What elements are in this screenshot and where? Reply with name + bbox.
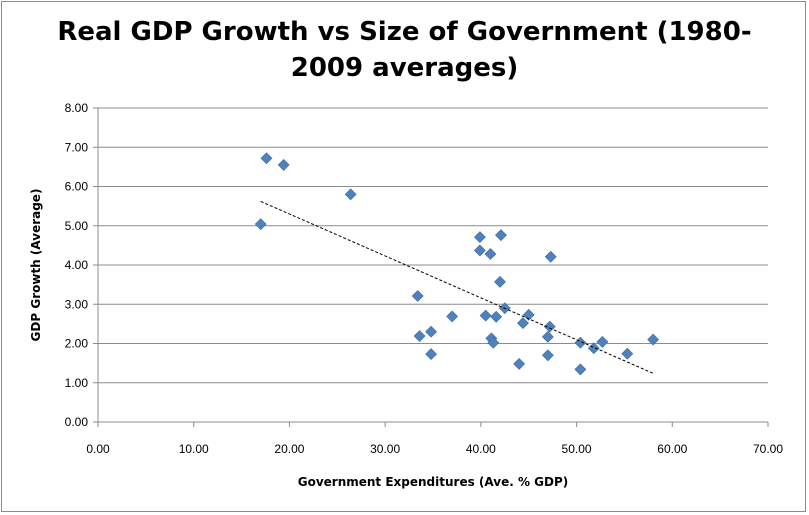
data-point xyxy=(277,158,290,171)
y-tick-label: 7.00 xyxy=(65,140,89,154)
data-point xyxy=(413,330,426,342)
data-point xyxy=(517,317,529,330)
data-points xyxy=(254,152,660,376)
gridlines xyxy=(93,107,769,427)
data-point xyxy=(473,231,486,244)
data-point xyxy=(596,336,609,348)
data-point xyxy=(647,333,660,346)
data-point xyxy=(425,348,438,361)
y-tick-label: 1.00 xyxy=(65,376,89,390)
x-axis-tick-labels: 0.00 10.00 20.00 30.00 40.00 50.00 60.00 70.00 xyxy=(86,442,783,456)
y-tick-label: 6.00 xyxy=(65,180,89,194)
x-tick-label: 70.00 xyxy=(753,442,783,456)
data-point xyxy=(621,347,634,360)
trendline-group xyxy=(260,200,654,374)
y-axis-tick-labels: 0.00 1.00 2.00 3.00 4.00 5.00 6.00 7.00 8.00 xyxy=(65,101,89,429)
data-point xyxy=(344,188,357,201)
data-point xyxy=(574,336,587,349)
data-point xyxy=(487,336,500,349)
data-point xyxy=(446,310,459,323)
y-tick-label: 8.00 xyxy=(65,101,89,115)
data-point xyxy=(543,320,556,333)
y-tick-label: 4.00 xyxy=(65,258,89,272)
chart-title: Real GDP Growth vs Size of Government (1… xyxy=(0,14,809,86)
data-point xyxy=(490,310,503,323)
data-point xyxy=(495,229,507,242)
data-point xyxy=(260,152,273,165)
data-point xyxy=(513,357,526,370)
x-tick-label: 60.00 xyxy=(657,442,687,456)
chart-title-line-1: Real GDP Growth vs Size of Government (1… xyxy=(57,17,752,47)
trendline xyxy=(260,200,654,374)
x-tick-label: 0.00 xyxy=(86,442,110,456)
data-point xyxy=(254,218,267,231)
x-tick-label: 50.00 xyxy=(562,442,592,456)
y-tick-label: 0.00 xyxy=(65,415,89,429)
x-tick-label: 10.00 xyxy=(179,442,209,456)
data-point xyxy=(522,308,535,321)
data-point xyxy=(411,290,424,302)
y-tick-label: 2.00 xyxy=(65,337,89,351)
y-tick-label: 5.00 xyxy=(65,219,89,233)
data-point xyxy=(574,363,587,376)
x-axis-title: Government Expenditures (Ave. % GDP) xyxy=(298,475,569,489)
data-point xyxy=(484,248,497,260)
data-point xyxy=(473,244,486,257)
data-point xyxy=(494,275,506,288)
data-point xyxy=(541,349,554,362)
x-tick-label: 40.00 xyxy=(466,442,496,456)
data-point xyxy=(587,342,600,355)
x-tick-label: 20.00 xyxy=(274,442,304,456)
data-point xyxy=(479,309,492,322)
y-tick-label: 3.00 xyxy=(65,297,89,311)
data-point xyxy=(541,330,554,343)
chart-title-line-2: 2009 averages) xyxy=(290,53,519,83)
x-tick-label: 30.00 xyxy=(370,442,400,456)
data-point xyxy=(544,250,557,263)
data-point xyxy=(425,325,438,338)
y-axis-title: GDP Growth (Average) xyxy=(29,189,43,342)
